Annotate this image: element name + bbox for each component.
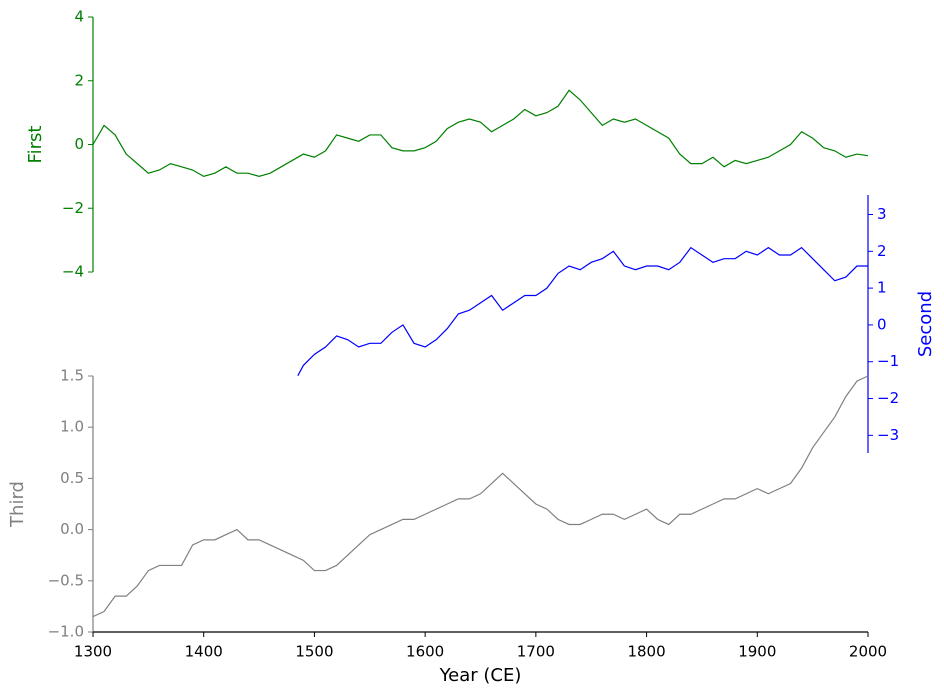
x-tick-label: 1800 — [627, 643, 665, 661]
y-tick-label: 2 — [74, 71, 84, 89]
x-tick-label: 1700 — [517, 643, 555, 661]
x-tick-label: 1400 — [185, 643, 223, 661]
y-tick-label: 2 — [877, 242, 887, 260]
y-tick-label: −1.0 — [48, 623, 84, 641]
x-tick-label: 1300 — [74, 643, 112, 661]
y-tick-label: −2 — [877, 389, 899, 407]
x-tick-label: 2000 — [849, 643, 887, 661]
data-line — [92, 89, 869, 178]
y-tick-label: −0.5 — [48, 571, 84, 589]
y-tick-label: 4 — [74, 8, 84, 26]
y-tick-label: −3 — [877, 426, 899, 444]
y-tick-label: 0 — [74, 135, 84, 153]
y-axis-label: First — [25, 126, 46, 164]
y-tick-label: 1 — [877, 279, 887, 297]
x-tick-label: 1500 — [295, 643, 333, 661]
y-tick-label: −1 — [877, 352, 899, 370]
y-tick-label: 0 — [877, 315, 887, 333]
y-axis-label: Third — [7, 481, 28, 528]
y-tick-label: −4 — [62, 263, 84, 281]
y-tick-label: 3 — [877, 205, 887, 223]
data-line — [92, 375, 869, 618]
data-line — [297, 246, 868, 376]
y-tick-label: 1.5 — [60, 367, 84, 385]
x-tick-label: 1600 — [406, 643, 444, 661]
x-axis-label: Year (CE) — [439, 665, 522, 686]
y-axis-label: Second — [915, 291, 936, 357]
y-tick-label: 1.0 — [60, 418, 84, 436]
y-tick-label: 0.0 — [60, 520, 84, 538]
x-tick-label: 1900 — [738, 643, 776, 661]
y-tick-label: 0.5 — [60, 469, 84, 487]
y-tick-label: −2 — [62, 199, 84, 217]
